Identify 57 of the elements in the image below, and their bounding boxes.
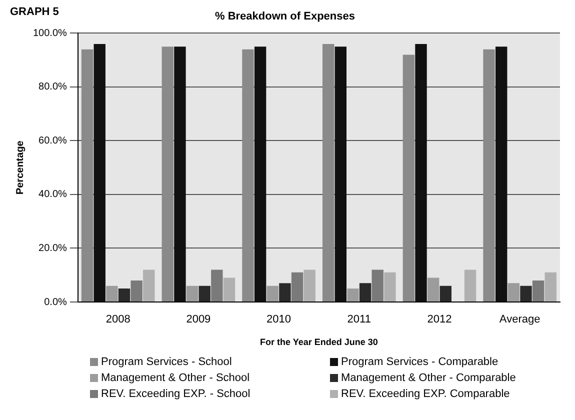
bar [143,270,155,302]
bar [532,280,544,302]
bar [372,270,384,302]
bar [304,270,316,302]
bar [347,288,359,302]
bar [415,44,427,302]
bar [118,288,130,302]
chart-title: % Breakdown of Expenses [215,10,355,23]
bar [81,49,94,302]
bar [186,286,198,302]
x-tick-label: 2008 [106,314,130,326]
bar [198,286,210,302]
bar [291,272,304,302]
bar [495,46,508,302]
legend-label: Program Services - School [101,356,232,368]
y-tick-label: 0.0% [44,296,68,308]
bar [223,278,236,302]
bar [130,280,142,302]
bar [334,46,347,302]
y-tick-label: 60.0% [38,135,68,146]
bar [322,44,334,302]
legend-label: REV. Exceeding EXP. - School [101,388,250,400]
bar [440,286,452,302]
bar [359,283,372,302]
bar [520,286,532,302]
bar [464,270,476,302]
bar [266,286,278,302]
bar [242,49,254,302]
bar [106,286,118,302]
bar [384,272,396,302]
bar [162,46,174,302]
bar [254,46,266,302]
bar [427,278,440,302]
legend-label: Program Services - Comparable [341,356,498,368]
legend-label: Management & Other - School [101,372,250,384]
x-tick-label: 2012 [427,314,452,326]
x-tick-label: Average [499,314,540,326]
x-tick-label: 2010 [266,314,292,326]
bar [483,49,495,302]
bar [508,283,520,302]
y-axis-title: Percentage [14,140,26,195]
bar [211,270,223,302]
x-tick-label: 2011 [347,314,371,326]
bar [402,54,415,302]
bar [544,272,556,302]
bar [94,44,106,302]
x-axis-title: For the Year Ended June 30 [260,337,378,348]
y-tick-label: 100.0% [32,28,68,39]
legend-label: Management & Other - Comparable [341,372,516,384]
y-tick-label: 80.0% [38,82,68,93]
x-tick-label: 2009 [186,314,211,326]
bar [279,283,291,302]
bar [174,46,186,302]
legend-label: REV. Exceeding EXP. Comparable [341,388,510,400]
y-tick-label: 20.0% [38,242,68,254]
y-tick-label: 40.0% [38,189,68,200]
caption: GRAPH 5 [10,6,59,18]
